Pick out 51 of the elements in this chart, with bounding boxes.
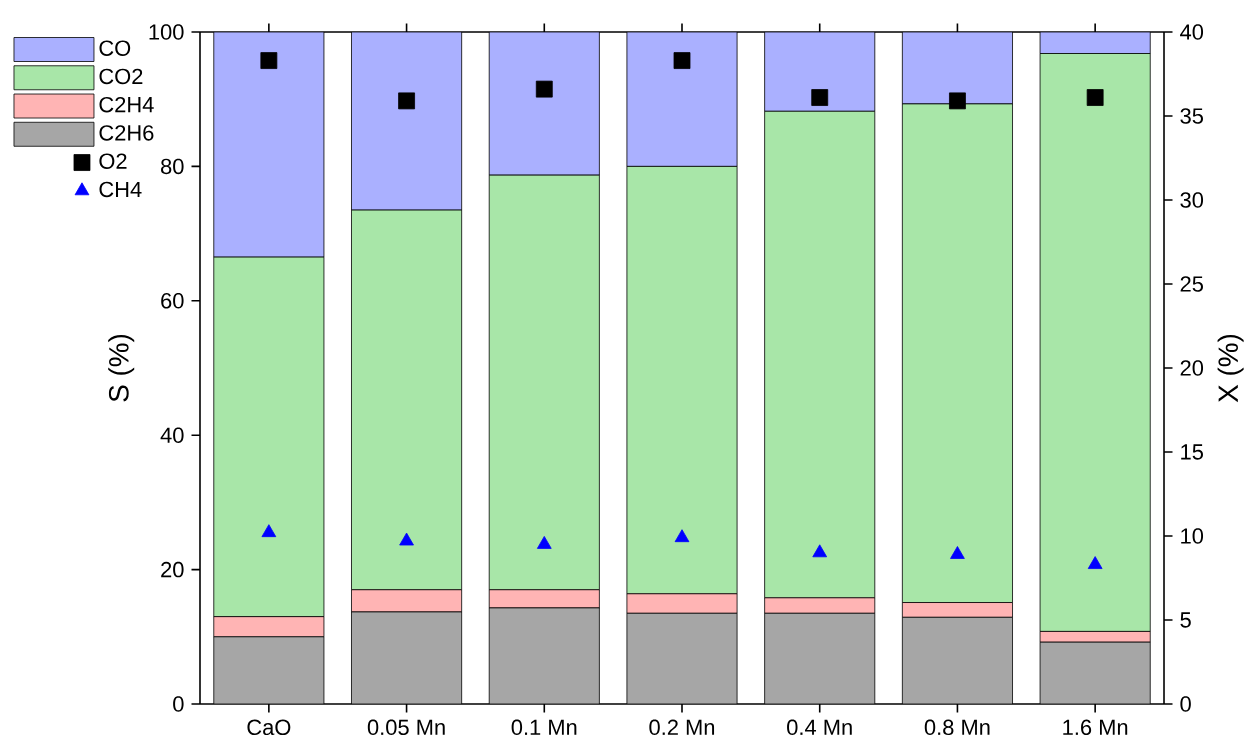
x-tick-label: 1.6 Mn [1063,719,1128,736]
point [673,52,691,69]
x-tick-label: 0.2 Mn [649,719,715,736]
bar [626,612,738,704]
y-tick-label: 20 [161,561,184,578]
y-tick-label: 0 [173,696,184,712]
point [536,536,552,549]
y2-tick-label: 35 [1180,108,1203,124]
y-axis-title: S (%) [108,334,135,402]
legend-label: C2H4 [99,96,154,113]
y2-tick-label: 25 [1180,276,1203,292]
y2-tick-label: 0 [1180,696,1191,712]
x-tick-label: 0.1 Mn [511,719,577,736]
y2-axis-title: X (%) [1217,334,1244,403]
x-tick-label: 0.8 Mn [924,719,990,736]
y-tick-label: 100 [149,24,184,40]
bar [351,611,463,704]
y-tick-label: 40 [160,427,184,443]
point [949,92,966,110]
point [950,546,965,559]
bar [213,636,325,704]
y2-tick-label: 30 [1180,192,1204,208]
x-tick-label: CaO [247,719,291,736]
point [398,92,415,110]
point [812,544,828,558]
point [811,89,829,106]
bar [488,607,600,704]
y2-tick-label: 40 [1180,24,1204,40]
y-tick-label: 60 [161,293,184,309]
legend-label: O2 [99,153,127,169]
point [1086,89,1104,106]
legend-label: C2H6 [99,125,154,141]
legend-label: CO [99,40,131,56]
bar [1039,641,1151,704]
x-tick-label: 0.4 Mn [787,719,852,736]
y2-tick-label: 20 [1180,360,1204,376]
point [260,52,278,69]
bar [764,612,876,704]
x-tick-label: 0.05 Mn [367,719,445,736]
y2-tick-label: 15 [1181,444,1203,460]
point [535,80,553,98]
y2-tick-label: 10 [1181,528,1204,544]
point [261,524,277,538]
point [399,532,414,546]
legend-label: CO2 [99,68,143,85]
bar [901,616,1013,704]
point [674,529,690,543]
point [1087,556,1103,569]
y2-tick-label: 5 [1180,612,1191,628]
y-tick-label: 80 [161,158,184,175]
legend-label: CH4 [99,181,142,198]
